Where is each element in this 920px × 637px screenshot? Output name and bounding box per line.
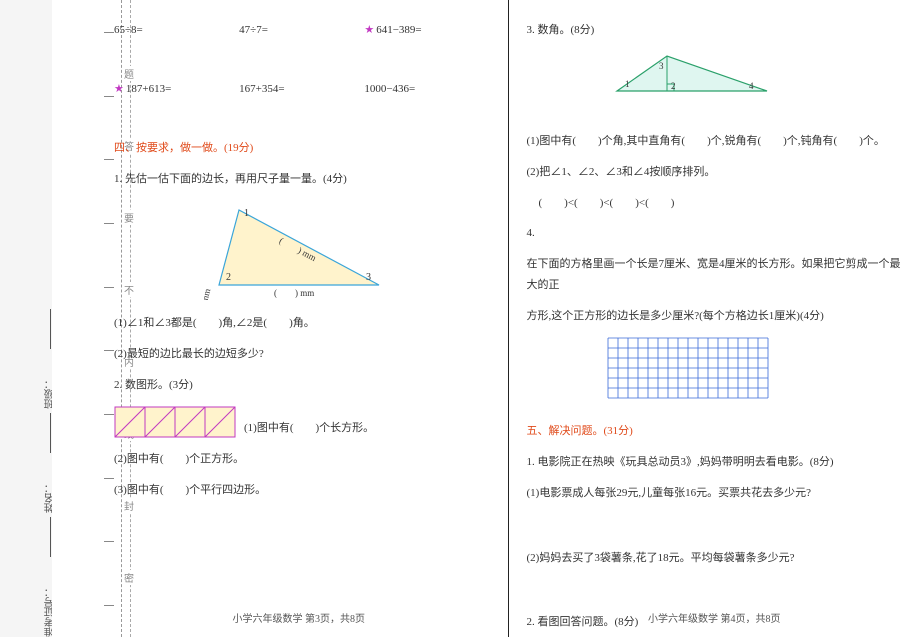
page-footer-3: 小学六年级数学 第3页，共8页 — [90, 610, 508, 629]
page-4: 3. 数角。(8分) 1 3 2 4 (1)图中有( )个角,其中直角有( )个… — [509, 0, 920, 637]
svg-text:1: 1 — [244, 208, 249, 219]
svg-text:3: 3 — [366, 272, 371, 283]
calc-row-1: 65÷8= 47÷7= ★641−389= — [114, 20, 490, 41]
calc-row-2: ★187+613= 167+354= 1000−436= — [114, 79, 490, 100]
question-3: 3. 数角。(8分) — [527, 20, 903, 41]
question-3-2: (2)把∠1、∠2、∠3和∠4按顺序排列。 — [527, 162, 903, 183]
eq: 65÷8= — [114, 20, 239, 41]
eq: ★641−389= — [364, 20, 489, 41]
question-4-line2: 方形,这个正方形的边长是多少厘米?(每个方格边长1厘米)(4分) — [527, 306, 903, 327]
triangle-figure: 1 2 3 ( ) mm ( ) mm ( ) mm — [204, 200, 490, 308]
question-2: 2. 数图形。(3分) — [114, 375, 490, 396]
question-1: 1. 先估一估下面的边长，再用尺子量一量。(4分) — [114, 169, 490, 190]
question-5-1: 1. 电影院正在热映《玩具总动员3》,妈妈带明明去看电影。(8分) — [527, 452, 903, 473]
page-footer-4: 小学六年级数学 第4页，共8页 — [509, 610, 920, 629]
star-icon: ★ — [114, 83, 124, 95]
section-5-heading: 五、解决问题。(31分) — [527, 421, 903, 442]
question-2-3: (3)图中有( )个平行四边形。 — [114, 480, 490, 501]
eq: 1000−436= — [364, 79, 489, 100]
question-4-line1: 在下面的方格里画一个长是7厘米、宽是4厘米的长方形。如果把它剪成一个最大的正 — [527, 254, 903, 296]
question-4-label: 4. — [527, 223, 903, 244]
svg-text:1: 1 — [625, 79, 630, 89]
section-4-heading: 四、按要求，做一做。(19分) — [114, 138, 490, 159]
angle-shape-figure: 1 3 2 4 — [607, 51, 903, 119]
eq: 47÷7= — [239, 20, 364, 41]
question-1-1: (1)∠1和∠3都是( )角,∠2是( )角。 — [114, 313, 490, 334]
question-3-1: (1)图中有( )个角,其中直角有( )个,锐角有( )个,钝角有( )个。 — [527, 131, 903, 152]
eq: ★187+613= — [114, 79, 239, 100]
question-2-1: (1)图中有( )个长方形。 — [244, 418, 490, 439]
svg-text:( ) mm: ( ) mm — [274, 288, 314, 298]
svg-text:3: 3 — [659, 61, 664, 71]
page-3: 65÷8= 47÷7= ★641−389= ★187+613= 167+354=… — [90, 0, 509, 637]
question-5-1-1: (1)电影票成人每张29元,儿童每张16元。买票共花去多少元? — [527, 483, 903, 504]
svg-text:4: 4 — [749, 81, 754, 91]
question-2-2: (2)图中有( )个正方形。 — [114, 449, 490, 470]
star-icon: ★ — [364, 24, 374, 36]
svg-text:( ) mm: ( ) mm — [204, 287, 212, 299]
question-1-2: (2)最短的边比最长的边短多少? — [114, 344, 490, 365]
svg-text:2: 2 — [226, 272, 231, 283]
question-3-2-blank: ( )<( )<( )<( ) — [539, 193, 903, 214]
exam-paper: 密 封 线 内 不 要 答 题 65÷8= 47÷7= ★641−389= ★1… — [52, 0, 920, 637]
svg-text:2: 2 — [671, 81, 676, 91]
question-5-1-2: (2)妈妈去买了3袋薯条,花了18元。平均每袋薯条多少元? — [527, 548, 903, 569]
grid-figure — [607, 337, 903, 407]
eq: 167+354= — [239, 79, 364, 100]
